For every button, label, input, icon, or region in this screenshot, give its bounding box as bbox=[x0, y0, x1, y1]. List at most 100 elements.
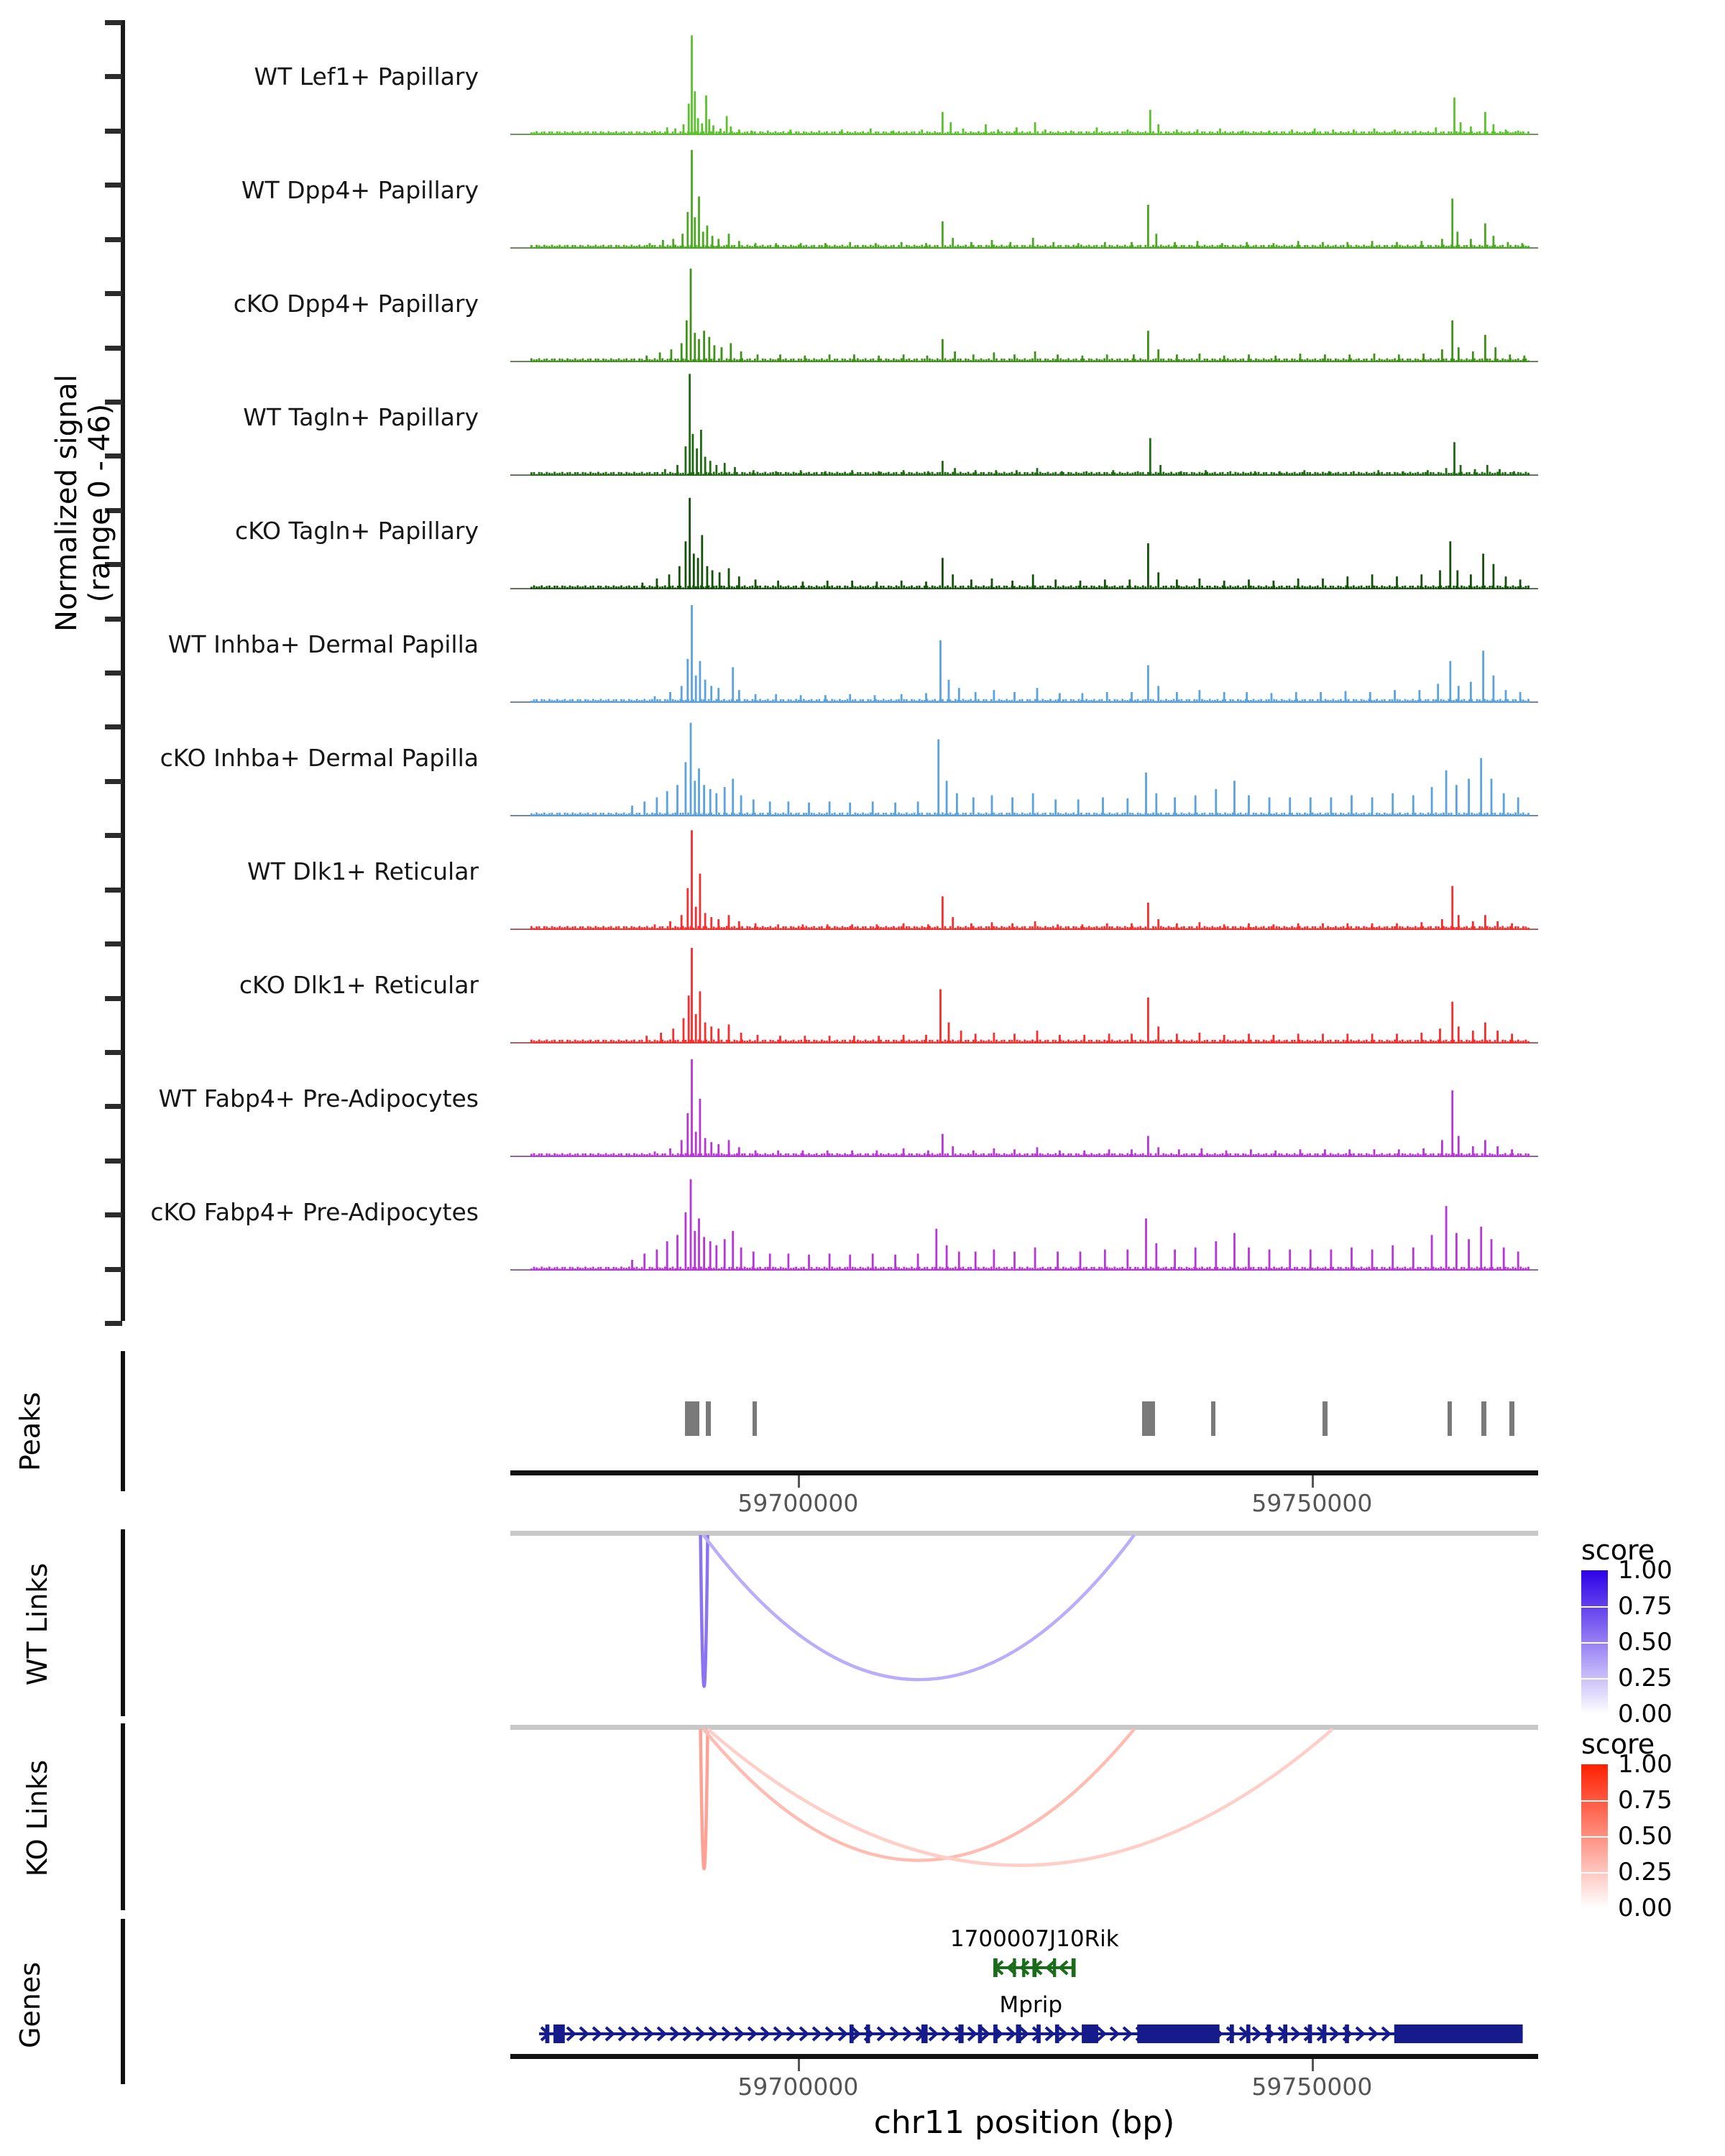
gene-strand-arrow bbox=[695, 2026, 707, 2042]
signal-profile bbox=[510, 149, 1538, 249]
gene-strand-arrow bbox=[1070, 2026, 1082, 2042]
signal-profile bbox=[510, 35, 1538, 135]
gene-strand-arrow bbox=[993, 1960, 1004, 1976]
legend-tick-mark bbox=[1581, 1836, 1608, 1838]
position-tick bbox=[798, 2059, 801, 2071]
gene-strand-arrow bbox=[1510, 2026, 1522, 2042]
gene-strand-arrow bbox=[747, 2026, 758, 2042]
signal-y-tick bbox=[105, 507, 122, 513]
signal-track: WT Inhba+ Dermal Papilla bbox=[168, 596, 1538, 703]
signal-y-tick bbox=[105, 616, 122, 622]
gene-strand-arrow bbox=[592, 2026, 603, 2042]
signal-y-tick bbox=[105, 724, 122, 730]
link-arc bbox=[702, 1728, 1136, 1862]
signal-y-tick bbox=[105, 183, 122, 188]
legend-tick-mark bbox=[1581, 1872, 1608, 1874]
signal-track: cKO Dpp4+ Papillary bbox=[234, 256, 1538, 362]
signal-profile bbox=[510, 830, 1538, 930]
legend-tick-label: 0.75 bbox=[1618, 1786, 1673, 1815]
signal-profile bbox=[510, 497, 1538, 589]
signal-y-tick bbox=[105, 887, 122, 893]
gene-exon bbox=[1230, 2024, 1234, 2043]
signal-y-tick bbox=[105, 941, 122, 947]
signal-y-tick bbox=[105, 833, 122, 839]
gene-strand-arrow bbox=[708, 2026, 719, 2042]
gene-exon bbox=[1266, 2024, 1271, 2043]
legend-tick-label: 0.75 bbox=[1618, 1592, 1673, 1621]
gene-strand-arrow bbox=[876, 2026, 888, 2042]
gene-strand-arrow bbox=[1264, 2026, 1276, 2042]
ko-legend-colorbar bbox=[1581, 1764, 1608, 1908]
legend-tick-label: 0.25 bbox=[1618, 1858, 1673, 1886]
gene-strand-arrow bbox=[1316, 2026, 1328, 2042]
position-tick-label: 59700000 bbox=[737, 2073, 859, 2101]
position-tick bbox=[1312, 2059, 1315, 2071]
legend-tick-label: 1.00 bbox=[1618, 1750, 1673, 1779]
peaks-section-spine bbox=[121, 1351, 125, 1491]
gene-strand-arrow bbox=[824, 2026, 836, 2042]
signal-track-label: WT Dpp4+ Papillary bbox=[241, 176, 479, 204]
gene-strand-arrow bbox=[1225, 2026, 1237, 2042]
gene-strand-arrow bbox=[1445, 2026, 1457, 2042]
gene-strand-arrow bbox=[669, 2026, 681, 2042]
signal-y-tick bbox=[105, 345, 122, 351]
legend-tick-label: 1.00 bbox=[1618, 1556, 1673, 1585]
wt-links-section-spine bbox=[121, 1529, 125, 1716]
gene-strand-arrow bbox=[1044, 2026, 1056, 2042]
signal-track: cKO Inhba+ Dermal Papilla bbox=[160, 710, 1538, 816]
gene-strand-arrow bbox=[1355, 2026, 1366, 2042]
gene-strand-arrow bbox=[1238, 2026, 1250, 2042]
ko-links-arcs bbox=[699, 1728, 1334, 1871]
signal-profile bbox=[510, 1059, 1538, 1157]
gene-strand-arrow bbox=[1096, 2026, 1108, 2042]
signal-track-label: cKO Dlk1+ Reticular bbox=[239, 971, 479, 999]
signal-y-axis-spine bbox=[121, 20, 125, 1321]
gene-strand-arrow bbox=[773, 2026, 784, 2042]
signal-y-tick bbox=[105, 74, 122, 80]
gene-strand-arrow bbox=[1484, 2026, 1496, 2042]
gene-strand-arrow bbox=[604, 2026, 616, 2042]
gene-models bbox=[539, 1958, 1523, 2043]
legend-tick-mark bbox=[1581, 1678, 1608, 1680]
gene-exon bbox=[865, 2024, 870, 2043]
genes-section-spine bbox=[121, 1919, 125, 2084]
signal-y-tick bbox=[105, 1104, 122, 1110]
gene-exon bbox=[1016, 2024, 1021, 2043]
position-tick bbox=[1312, 1475, 1315, 1488]
ko-links-panel bbox=[510, 1725, 1538, 1904]
gene-strand-arrow bbox=[1497, 2026, 1509, 2042]
signal-track-label: WT Fabp4+ Pre-Adipocytes bbox=[158, 1084, 479, 1112]
gene-strand-arrow bbox=[553, 2026, 564, 2042]
gene-strand-arrow bbox=[1342, 2026, 1353, 2042]
gene-strand-arrow bbox=[1200, 2026, 1211, 2042]
gene-strand-arrow bbox=[1019, 1960, 1030, 1976]
gene-strand-arrow bbox=[1148, 2026, 1159, 2042]
gene-strand-arrow bbox=[993, 2026, 1004, 2042]
wt-links-arcs bbox=[699, 1534, 1136, 1688]
signal-track: WT Dpp4+ Papillary bbox=[242, 142, 1538, 249]
gene-strand-arrow bbox=[643, 2026, 655, 2042]
position-axis-upper: 59700000 59750000 bbox=[510, 1470, 1538, 1517]
gene-strand-arrow bbox=[799, 2026, 810, 2042]
gene-exon bbox=[1053, 1958, 1057, 1977]
gene-strand-arrow bbox=[915, 2026, 926, 2042]
gene-strand-arrow bbox=[1122, 2026, 1133, 2042]
y-axis-label-line1: Normalized signal bbox=[50, 374, 83, 632]
signal-y-tick bbox=[105, 562, 122, 568]
signal-y-tick bbox=[105, 1212, 122, 1218]
link-arc bbox=[699, 1728, 709, 1871]
gene-strand-arrow bbox=[1329, 2026, 1340, 2042]
ko-links-legend: score 1.00 0.75 0.50 0.25 0.00 bbox=[1581, 1728, 1719, 1922]
gene-strand-arrow bbox=[1290, 2026, 1302, 2042]
signal-y-tick bbox=[105, 778, 122, 784]
gene-exon bbox=[1013, 1958, 1016, 1977]
gene-strand-arrow bbox=[954, 2026, 965, 2042]
signal-y-tick bbox=[105, 1049, 122, 1055]
signal-track-label: WT Lef1+ Papillary bbox=[254, 63, 479, 91]
signal-track: WT Tagln+ Papillary bbox=[243, 369, 1538, 476]
gene-strand-arrow bbox=[1161, 2026, 1172, 2042]
gene-strand-arrow bbox=[850, 2026, 862, 2042]
signal-track-label: cKO Tagln+ Papillary bbox=[235, 517, 479, 545]
gene-exon bbox=[1022, 1958, 1026, 1977]
